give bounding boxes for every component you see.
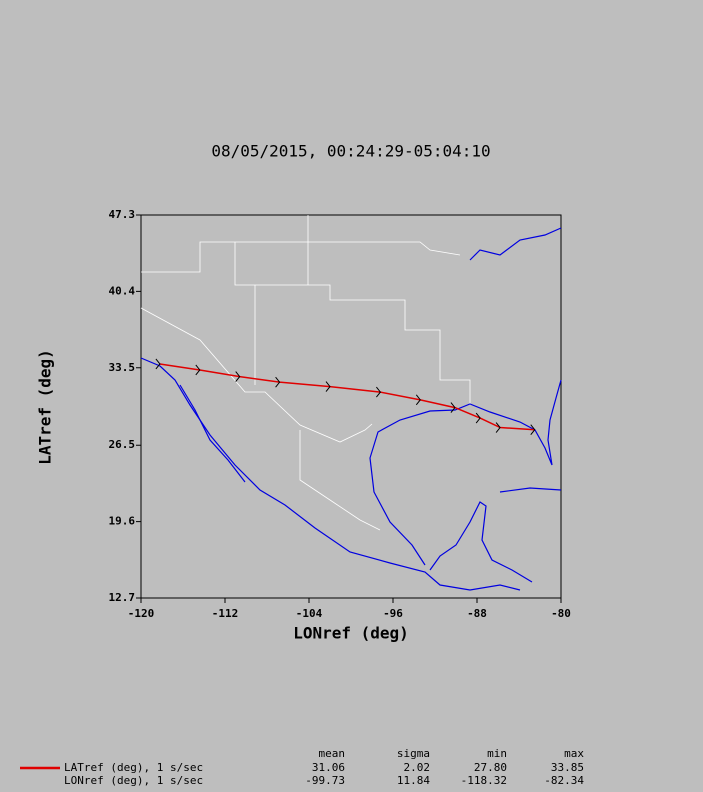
coastline (499, 487, 562, 493)
stats-label: LATref (deg), 1 s/sec (64, 761, 203, 774)
stats-value: -99.73 (305, 774, 345, 787)
stats-value: 2.02 (404, 761, 431, 774)
x-tick-label: -80 (551, 607, 571, 620)
border (141, 241, 461, 273)
y-tick-label: 47.3 (109, 208, 136, 221)
track-arrow (235, 371, 241, 382)
stats-label: LONref (deg), 1 s/sec (64, 774, 203, 787)
y-axis-label: LATref (deg) (36, 349, 55, 465)
track-arrow (450, 402, 456, 413)
stats-value: 33.85 (551, 761, 584, 774)
border (140, 307, 373, 443)
coastline (469, 227, 562, 261)
stats-header: sigma (397, 747, 430, 760)
coastline (140, 357, 521, 591)
stats-value: -82.34 (544, 774, 584, 787)
x-axis-label: LONref (deg) (293, 624, 409, 643)
coastline (369, 379, 562, 566)
track-arrow (195, 364, 201, 376)
coastline (179, 384, 246, 483)
track-arrow (495, 422, 501, 433)
x-tick-label: -112 (212, 607, 239, 620)
stats-value: -118.32 (461, 774, 507, 787)
stats-value: 27.80 (474, 761, 507, 774)
stats-header: min (487, 747, 507, 760)
track-arrow (325, 381, 331, 392)
track-arrow (275, 376, 281, 388)
stats-value: 11.84 (397, 774, 430, 787)
stats-header: mean (319, 747, 346, 760)
y-tick-label: 19.6 (109, 515, 136, 528)
plot-frame (140, 214, 562, 599)
track-arrow (155, 358, 161, 370)
x-tick-label: -88 (467, 607, 487, 620)
border (234, 242, 471, 405)
track-arrow (530, 424, 536, 436)
stats-header: max (564, 747, 584, 760)
chart-title: 08/05/2015, 00:24:29-05:04:10 (211, 142, 490, 161)
map-background (140, 214, 562, 599)
track-arrow (415, 394, 421, 406)
y-tick-label: 33.5 (109, 361, 136, 374)
x-tick-label: -96 (383, 607, 403, 620)
coastline (429, 501, 533, 583)
track-arrow (475, 412, 481, 424)
stats-value: 31.06 (312, 761, 345, 774)
y-tick-label: 12.7 (109, 591, 136, 604)
track-arrow (376, 386, 382, 398)
x-tick-label: -104 (296, 607, 323, 620)
border (299, 430, 381, 531)
y-tick-label: 26.5 (109, 438, 136, 451)
y-tick-label: 40.4 (109, 284, 136, 297)
x-tick-label: -120 (128, 607, 155, 620)
